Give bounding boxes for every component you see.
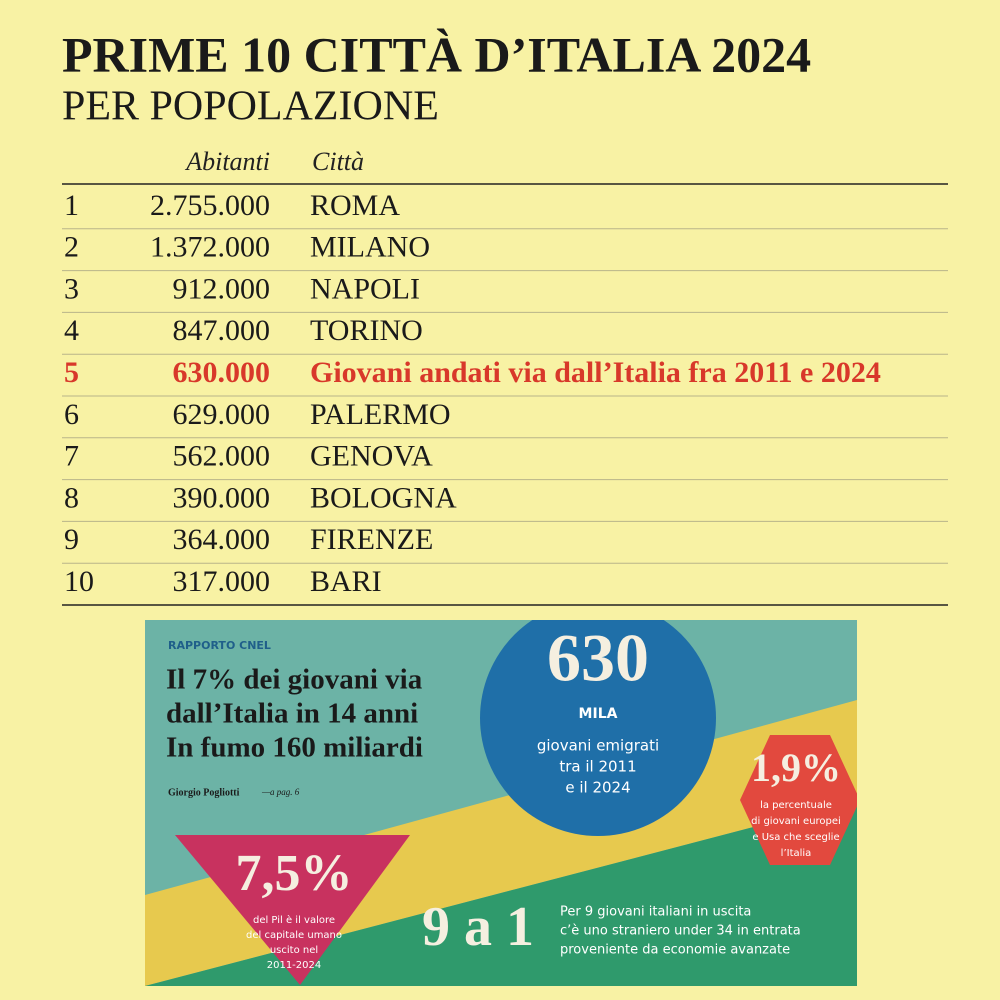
rank: 9 [64, 523, 79, 556]
caption: del Pil è il valore [253, 914, 335, 926]
population: 390.000 [173, 481, 271, 514]
rank: 5 [64, 356, 79, 389]
rank: 4 [64, 314, 79, 347]
rank: 8 [64, 481, 79, 514]
population: 1.372.000 [150, 231, 270, 264]
caption: uscito nel [270, 945, 318, 956]
caption: tra il 2011 [559, 758, 636, 776]
big-number: 9 a 1 [422, 896, 534, 958]
caption: 2011-2024 [267, 960, 322, 971]
headline: In fumo 160 miliardi [166, 732, 423, 764]
city: GENOVA [310, 440, 433, 473]
caption: Per 9 giovani italiani in uscita [560, 905, 751, 920]
city: BOLOGNA [310, 481, 457, 514]
caption: c’è uno straniero under 34 in entrata [560, 924, 801, 939]
circle [480, 620, 716, 836]
rank: 7 [64, 440, 79, 473]
caption: la percentuale [760, 800, 832, 811]
population: 630.000 [173, 356, 271, 389]
city: ROMA [310, 189, 400, 222]
city: BARI [310, 565, 382, 598]
big-number: 630 [547, 620, 649, 696]
population: 847.000 [173, 314, 271, 347]
city: NAPOLI [310, 272, 420, 305]
rank: 2 [64, 231, 79, 264]
population: 2.755.000 [150, 189, 270, 222]
author: Giorgio Pogliotti [168, 787, 240, 798]
caption: proveniente da economie avanzate [560, 943, 790, 958]
column-header: Città [312, 147, 364, 176]
hexagon [740, 735, 857, 865]
caption: di giovani europei [751, 816, 841, 827]
city: FIRENZE [310, 523, 433, 556]
big-number: 1,9% [751, 745, 841, 790]
big-number: 7,5% [236, 845, 353, 902]
unit: MILA [579, 706, 618, 722]
subtitle: PER POPOLAZIONE [62, 84, 439, 130]
city: Giovani andati via dall’Italia fra 2011 … [310, 356, 881, 389]
rank: 10 [64, 565, 94, 598]
caption: e Usa che sceglie [752, 832, 839, 843]
headline: Il 7% dei giovani via [166, 664, 423, 696]
rank: 1 [64, 189, 79, 222]
population: 912.000 [173, 272, 271, 305]
column-header: Abitanti [184, 147, 270, 176]
kicker: RAPPORTO CNEL [168, 639, 271, 652]
population: 562.000 [173, 440, 271, 473]
population: 317.000 [173, 565, 271, 598]
city: PALERMO [310, 398, 451, 431]
page-ref: —a pag. 6 [261, 787, 300, 797]
caption: del capitale umano [246, 930, 342, 941]
caption: e il 2024 [565, 779, 630, 797]
population: 364.000 [173, 523, 271, 556]
headline: dall’Italia in 14 anni [166, 698, 418, 730]
caption: giovani emigrati [537, 737, 659, 755]
population: 629.000 [173, 398, 271, 431]
rank: 6 [64, 398, 79, 431]
rank: 3 [64, 272, 79, 305]
city: TORINO [310, 314, 423, 347]
city: MILANO [310, 231, 430, 264]
infographic: RAPPORTO CNEL Il 7% dei giovani viadall’I… [145, 620, 857, 986]
caption: l’Italia [781, 848, 812, 859]
triangle [175, 835, 410, 985]
title: PRIME 10 CITTÀ D’ITALIA 2024 [62, 26, 811, 82]
